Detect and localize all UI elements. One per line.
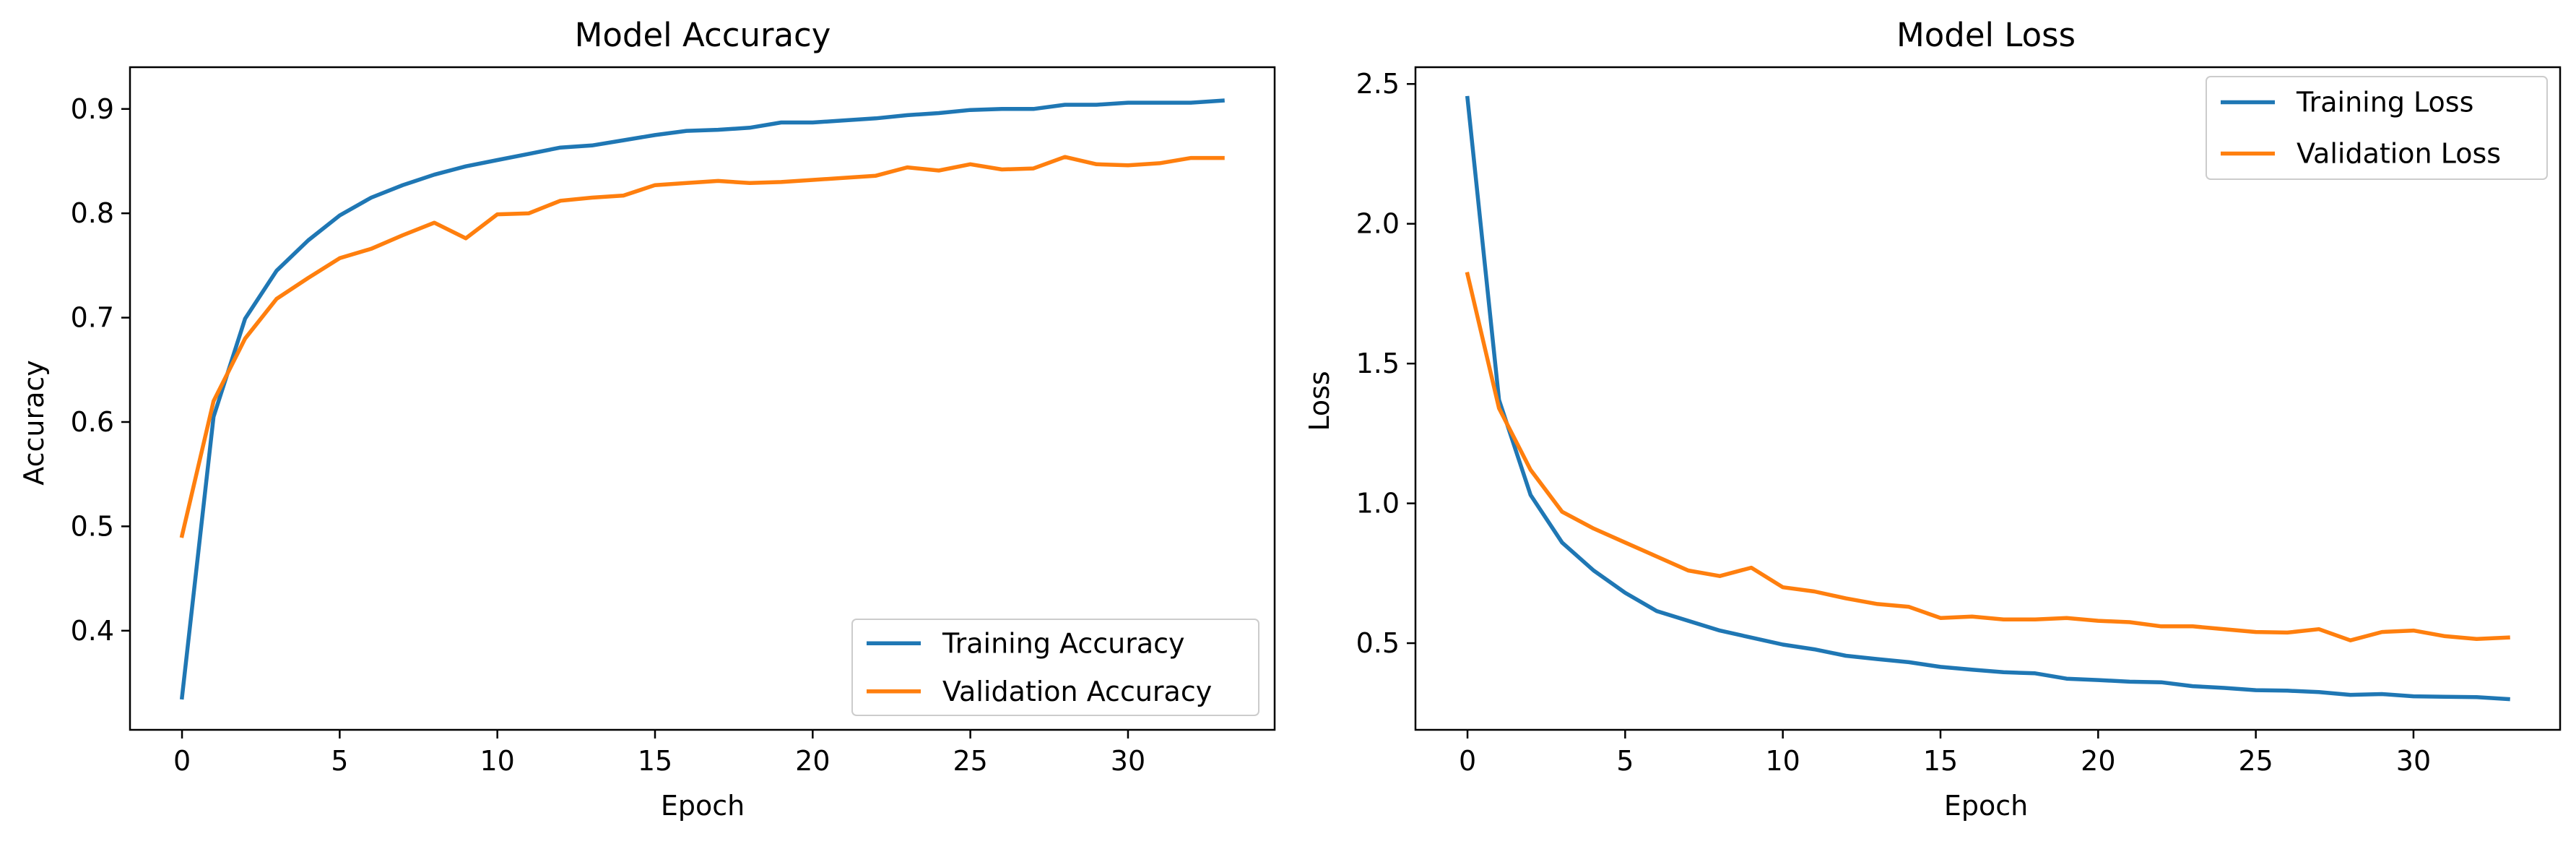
- y-tick-label: 2.5: [1356, 68, 1400, 100]
- x-tick-label: 20: [795, 745, 830, 777]
- x-tick-label: 5: [1616, 745, 1634, 777]
- legend-label-1: Validation Accuracy: [942, 676, 1212, 707]
- x-axis-label: Epoch: [1944, 790, 2028, 822]
- y-tick-label: 0.9: [71, 93, 114, 125]
- legend: Training Accuracy Validation Accuracy: [851, 619, 1259, 716]
- chart-title: Model Accuracy: [575, 16, 831, 54]
- x-tick-label: 20: [2081, 745, 2115, 777]
- loss-chart: Model Loss Epoch Loss 0 5 10 15 20 25 30 0.5 1.0…: [1304, 16, 2562, 822]
- x-tick-label: 15: [1923, 745, 1958, 777]
- legend-label-1: Validation Loss: [2297, 138, 2501, 170]
- legend-box: [851, 619, 1259, 716]
- y-axis-label: Loss: [1304, 371, 1335, 431]
- series-line-0: [1465, 95, 2510, 702]
- y-axis-label: Accuracy: [18, 360, 50, 486]
- x-tick-label: 15: [638, 745, 672, 777]
- x-tick-label: 0: [1459, 745, 1476, 777]
- y-tick-label: 2.0: [1356, 208, 1400, 240]
- accuracy-chart: Model Accuracy Epoch Accuracy 0 5 10 15 20 25…: [18, 16, 1276, 822]
- legend: Training Loss Validation Loss: [2206, 76, 2548, 180]
- legend-box: [2206, 76, 2548, 180]
- series-line-0: [179, 98, 1225, 700]
- legend-label-0: Training Accuracy: [942, 627, 1185, 659]
- x-tick-label: 30: [2396, 745, 2431, 777]
- series-line-1: [179, 155, 1225, 538]
- x-axis-label: Epoch: [661, 790, 745, 822]
- y-tick-label: 0.5: [71, 510, 114, 542]
- chart-title: Model Loss: [1896, 16, 2076, 54]
- x-tick-label: 25: [2238, 745, 2273, 777]
- plot-frame: [129, 66, 1276, 731]
- y-tick-label: 0.5: [1356, 627, 1400, 659]
- legend-label-0: Training Loss: [2296, 87, 2473, 119]
- y-tick-label: 0.6: [71, 406, 114, 438]
- x-tick-label: 10: [480, 745, 515, 777]
- x-tick-label: 25: [953, 745, 987, 777]
- y-tick-label: 1.0: [1356, 488, 1400, 520]
- y-tick-label: 0.4: [71, 615, 114, 647]
- y-tick-label: 1.5: [1356, 348, 1400, 379]
- series-line-1: [1465, 271, 2510, 642]
- y-tick-label: 0.7: [71, 302, 114, 334]
- x-tick-label: 0: [173, 745, 191, 777]
- x-tick-label: 5: [331, 745, 348, 777]
- y-tick-label: 0.8: [71, 197, 114, 229]
- x-tick-label: 30: [1111, 745, 1145, 777]
- plot-frame: [1414, 66, 2562, 731]
- x-tick-label: 10: [1766, 745, 1800, 777]
